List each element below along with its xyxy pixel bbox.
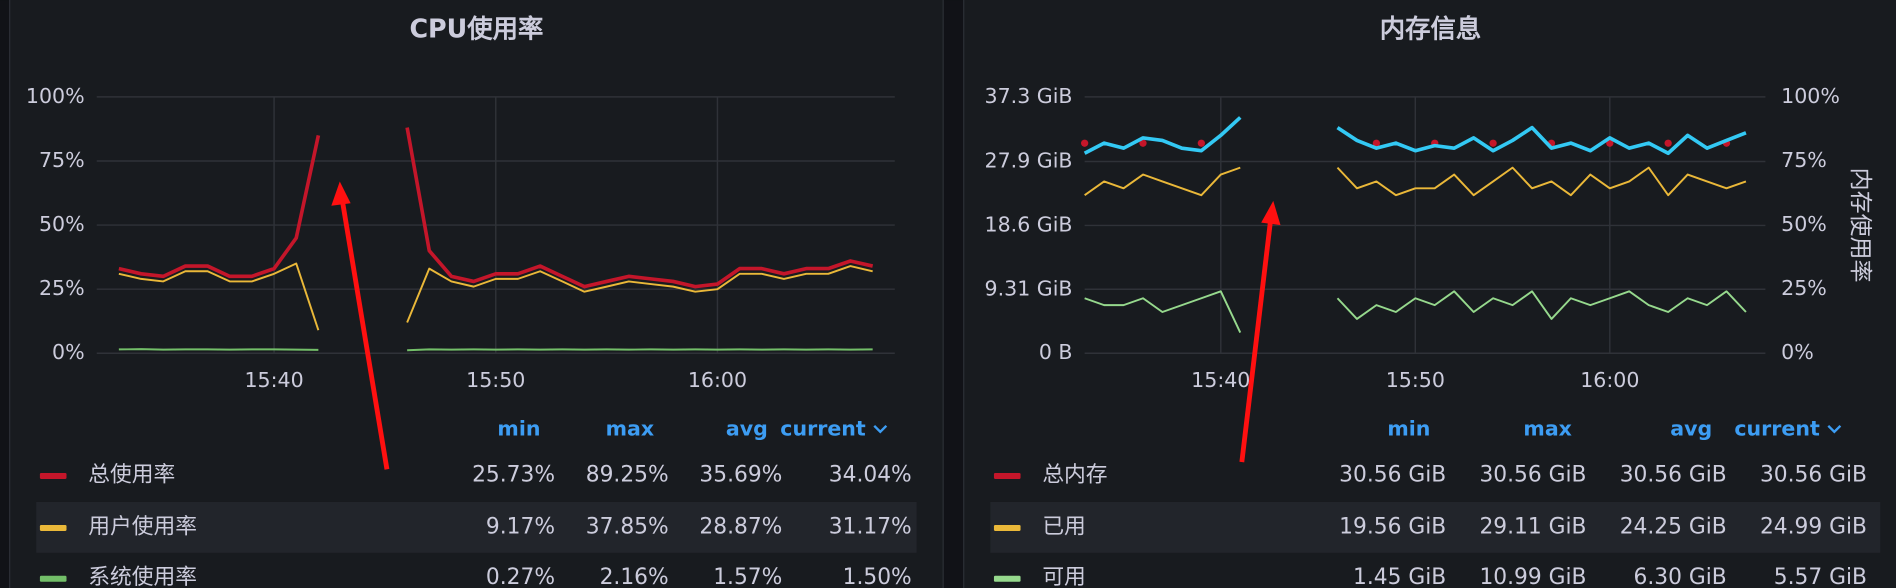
legend-header: current [780, 416, 866, 440]
legend-value: 9.17% [486, 514, 555, 539]
legend-value: 24.99 GiB [1760, 514, 1867, 539]
legend-value: 89.25% [586, 462, 669, 487]
legend-value: 28.87% [699, 514, 782, 539]
y2-tick-label: 100% [1781, 84, 1840, 108]
data-point [1664, 139, 1672, 147]
legend-header: max [1523, 416, 1572, 440]
data-point [1197, 139, 1205, 147]
legend-header: min [1387, 416, 1430, 440]
legend-value: 30.56 GiB [1620, 462, 1727, 487]
legend-value: 24.25 GiB [1620, 514, 1727, 539]
y-tick-label: 9.31 GiB [985, 276, 1073, 300]
legend-header: avg [726, 416, 768, 440]
legend-value: 31.17% [829, 514, 912, 539]
x-tick-label: 15:50 [1386, 368, 1445, 392]
series-line [118, 127, 874, 289]
data-point [1139, 139, 1147, 147]
legend-value: 5.57 GiB [1774, 565, 1867, 588]
series-line [1084, 166, 1747, 197]
chart-title: 内存信息 [1380, 13, 1482, 43]
legend-swatch [39, 575, 67, 582]
y-tick-label: 50% [39, 212, 85, 236]
legend-header: current [1734, 416, 1820, 440]
data-point [1372, 139, 1381, 147]
x-tick-label: 15:50 [466, 368, 525, 392]
series-line [118, 348, 873, 352]
panel [963, 0, 1896, 588]
x-tick-label: 16:00 [688, 368, 747, 392]
annotation-arrow [331, 181, 1281, 470]
y-tick-label: 37.3 GiB [985, 84, 1073, 108]
y2-axis-label: 内存使用率 [1847, 168, 1873, 283]
legend-value: 30.56 GiB [1479, 462, 1586, 487]
series-line [1083, 116, 1747, 156]
legend-header: min [497, 416, 540, 440]
legend-name: 系统使用率 [88, 565, 197, 588]
x-tick-label: 15:40 [1191, 368, 1250, 392]
legend-name: 可用 [1042, 565, 1086, 588]
legend-swatch [39, 472, 67, 480]
charts: CPU使用率 0% 25% 50% 75% 100% 15:40 15:50 16:00 min m… [26, 13, 1881, 588]
legend-value: 1.57% [713, 565, 782, 588]
legend-header: avg [1670, 416, 1712, 440]
y-tick-label: 18.6 GiB [985, 212, 1073, 236]
legend-value: 37.85% [586, 514, 669, 539]
y-tick-label: 27.9 GiB [985, 149, 1073, 173]
legend-name: 总内存 [1042, 462, 1107, 487]
y-tick-label: 100% [26, 84, 85, 108]
x-tick-label: 15:40 [244, 368, 303, 392]
series-line [118, 262, 873, 331]
y-tick-label: 75% [39, 148, 85, 172]
legend-swatch [993, 472, 1021, 480]
legend-value: 6.30 GiB [1634, 565, 1727, 588]
y-tick-label: 0% [52, 340, 85, 364]
legend-value: 10.99 GiB [1479, 565, 1586, 588]
sort-chevron [873, 424, 888, 434]
y-tick-label: 0 B [1039, 340, 1073, 364]
legend-row-band [990, 501, 1881, 553]
legend-swatch [993, 575, 1021, 582]
legend-swatch [39, 524, 67, 531]
legend-value: 34.04% [829, 462, 912, 487]
legend-value: 30.56 GiB [1339, 462, 1446, 487]
y-tick-label: 25% [39, 276, 85, 300]
series-line [1084, 290, 1747, 333]
legend-value: 29.11 GiB [1479, 514, 1586, 539]
legend-name: 用户使用率 [88, 514, 197, 539]
x-tick-label: 16:00 [1580, 368, 1639, 392]
chart-title: CPU使用率 [409, 13, 543, 43]
legend-header: max [606, 416, 655, 440]
legend-name: 已用 [1042, 514, 1086, 539]
legend-row-band [36, 501, 917, 553]
data-point [1489, 139, 1497, 147]
legend-value: 2.16% [600, 565, 669, 588]
y2-tick-label: 0% [1781, 340, 1814, 364]
legend-value: 19.56 GiB [1339, 514, 1446, 539]
y2-tick-label: 75% [1781, 148, 1827, 172]
y2-tick-label: 50% [1781, 212, 1827, 236]
legend-value: 25.73% [472, 462, 555, 487]
legend-swatch [993, 524, 1021, 531]
y2-tick-label: 25% [1781, 276, 1827, 300]
legend-value: 1.45 GiB [1353, 565, 1446, 588]
data-point [1606, 139, 1614, 147]
legend-name: 总使用率 [88, 462, 175, 487]
legend-value: 0.27% [486, 565, 555, 588]
sort-chevron [1827, 424, 1842, 434]
legend-value: 30.56 GiB [1760, 462, 1867, 487]
panel [9, 0, 944, 588]
data-point [1081, 139, 1089, 147]
legend-value: 35.69% [699, 462, 782, 487]
legend-value: 1.50% [843, 565, 912, 588]
